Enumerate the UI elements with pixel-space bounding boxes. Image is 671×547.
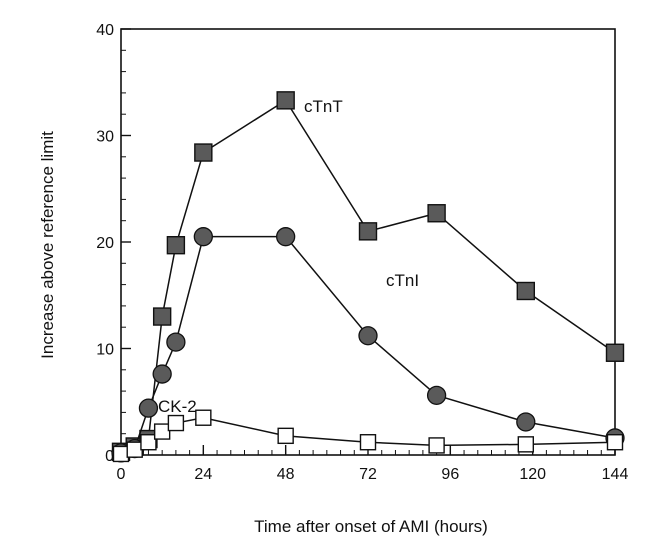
- series-ctni: [111, 227, 625, 463]
- y-axis-title: Increase above reference limit: [38, 131, 57, 359]
- y-tick-label: 20: [96, 235, 114, 252]
- data-point-ctni: [166, 332, 186, 352]
- data-point-ck2: [140, 434, 157, 451]
- data-point-ck2: [153, 423, 171, 440]
- data-point-ctnt: [194, 143, 213, 162]
- x-tick-label: 24: [194, 466, 212, 483]
- x-tick-label: 144: [602, 466, 629, 483]
- plot-frame: [120, 28, 616, 456]
- data-point-ctni: [516, 412, 536, 432]
- data-point-ck2: [517, 436, 535, 453]
- tick-labels: 0 24 48 72 96 120 144 0 10 20 30 40: [96, 22, 628, 483]
- series-layer: [111, 91, 625, 463]
- data-point-ck2: [428, 437, 445, 454]
- data-point-ck2: [195, 409, 212, 426]
- data-point-ctnt: [166, 235, 186, 255]
- series-label-ck2: CK-2: [158, 397, 197, 416]
- series-label-ctnt: cTnT: [304, 97, 343, 116]
- data-point-ctnt: [276, 91, 295, 110]
- data-point-ctnt: [516, 281, 536, 301]
- y-tick-label: 10: [96, 342, 114, 359]
- data-point-ck2: [277, 427, 294, 445]
- data-point-ctni: [358, 326, 378, 346]
- series-ck2: [112, 409, 624, 463]
- data-point-ctni: [138, 398, 159, 418]
- major-ticks: [120, 28, 616, 456]
- data-point-ctni: [276, 227, 296, 247]
- data-point-ctnt: [605, 343, 625, 362]
- x-tick-label: 48: [277, 466, 295, 483]
- minor-ticks: [120, 28, 616, 456]
- x-axis-title: Time after onset of AMI (hours): [254, 517, 488, 536]
- data-point-ck2: [167, 414, 185, 432]
- data-point-ck2: [112, 445, 130, 463]
- data-point-ck2: [359, 434, 377, 451]
- x-tick-label: 72: [359, 466, 377, 483]
- y-tick-label: 40: [96, 22, 114, 39]
- data-point-ctnt: [152, 307, 172, 326]
- y-tick-label: 30: [96, 129, 114, 146]
- x-tick-label: 120: [519, 466, 546, 483]
- data-point-ctnt: [358, 222, 378, 241]
- x-tick-label: 0: [117, 466, 126, 483]
- x-tick-label: 96: [441, 466, 459, 483]
- data-point-ctni: [426, 385, 447, 406]
- data-point-ctni: [193, 227, 213, 247]
- data-point-ctni: [152, 364, 172, 384]
- data-point-ck2: [126, 441, 143, 458]
- y-tick-label: 0: [105, 448, 114, 465]
- data-point-ck2: [606, 434, 624, 451]
- data-point-ctnt: [427, 204, 446, 223]
- series-label-ctni: cTnI: [386, 271, 419, 290]
